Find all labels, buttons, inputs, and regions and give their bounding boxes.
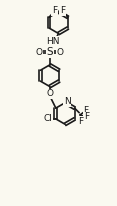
Text: F: F: [83, 106, 88, 115]
Text: F: F: [78, 117, 83, 126]
Text: F: F: [60, 6, 65, 15]
Text: O: O: [36, 48, 43, 56]
Text: F: F: [52, 6, 57, 15]
Text: HN: HN: [46, 37, 60, 46]
Text: O: O: [57, 48, 64, 56]
Text: N: N: [64, 97, 70, 106]
Text: Cl: Cl: [44, 114, 53, 123]
Text: O: O: [46, 89, 53, 98]
Text: F: F: [84, 112, 89, 121]
Text: S: S: [46, 47, 53, 57]
